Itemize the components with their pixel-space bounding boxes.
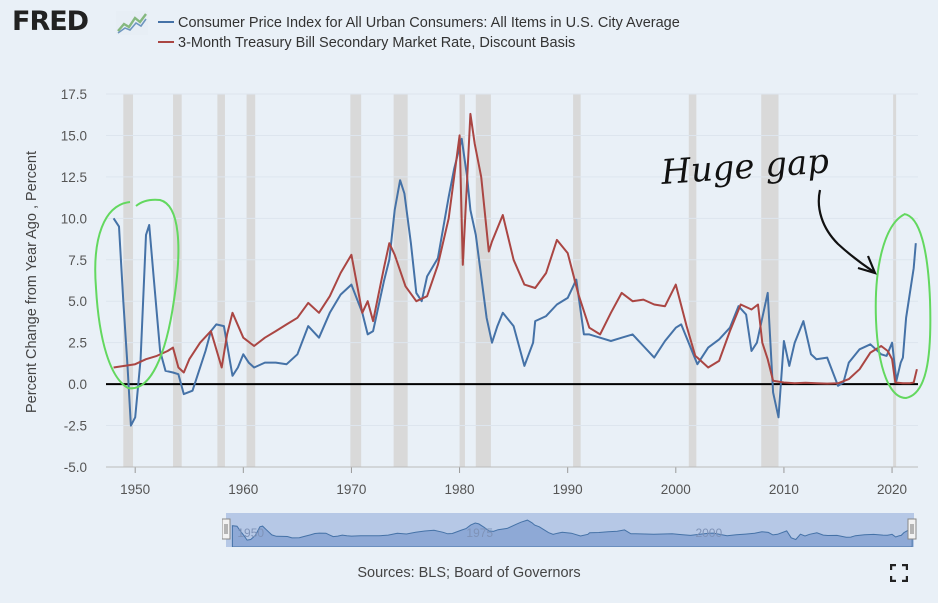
fullscreen-icon[interactable]: [890, 564, 908, 582]
legend-item-tbill[interactable]: 3-Month Treasury Bill Secondary Market R…: [158, 35, 575, 53]
x-tick-label: 2000: [661, 482, 691, 497]
y-tick-label: -5.0: [64, 460, 87, 475]
recession-band: [476, 94, 491, 467]
navigator-handle-left[interactable]: [222, 519, 230, 539]
line-chart[interactable]: -5.0 -2.5 0.0 2.5 5.0 7.5 10.0 12.5 15.0 17.5 195…: [0, 80, 938, 500]
fred-logo-graph-icon: [116, 11, 148, 35]
x-tick-label: 1960: [228, 482, 258, 497]
y-tick-label: 15.0: [61, 128, 87, 143]
x-tick-label: 1980: [445, 482, 475, 497]
navigator-label: 1950: [237, 526, 264, 540]
legend-label-cpi: Consumer Price Index for All Urban Consu…: [178, 15, 680, 31]
recession-band: [394, 94, 408, 467]
y-tick-label: 2.5: [68, 336, 87, 351]
range-navigator[interactable]: 1950 1975 2000: [222, 513, 918, 547]
y-tick-label: 7.5: [68, 253, 87, 268]
x-tick-label: 2020: [877, 482, 907, 497]
annotation-circle-right: [876, 214, 931, 398]
legend-swatch-cpi: [158, 21, 174, 23]
y-tick-label: 0.0: [68, 377, 87, 392]
fred-logo-text: FRED: [12, 6, 88, 37]
sources-note: Sources: BLS; Board of Governors: [0, 565, 938, 581]
legend-swatch-tbill: [158, 41, 174, 43]
y-tick-label: -2.5: [64, 419, 87, 434]
x-tick-label: 1970: [336, 482, 366, 497]
annotation-text: Huge gap: [659, 141, 830, 193]
recession-band: [893, 94, 896, 467]
navigator-handle-right[interactable]: [908, 519, 916, 539]
legend-label-tbill: 3-Month Treasury Bill Secondary Market R…: [178, 35, 575, 51]
x-axis-ticks: 1950 1960 1970 1980 1990 2000 2010 2020: [106, 467, 918, 497]
y-axis-label: Percent Change from Year Ago , Percent: [24, 151, 40, 413]
y-tick-label: 5.0: [68, 294, 87, 309]
recession-band: [247, 94, 256, 467]
y-axis-ticks: -5.0 -2.5 0.0 2.5 5.0 7.5 10.0 12.5 15.0 17.5: [61, 87, 87, 475]
navigator-label: 2000: [695, 526, 722, 540]
recession-band: [123, 94, 133, 467]
x-tick-label: 2010: [769, 482, 799, 497]
x-tick-label: 1990: [553, 482, 583, 497]
y-tick-label: 10.0: [61, 211, 87, 226]
annotation-circle-left: [95, 200, 178, 389]
y-tick-label: 17.5: [61, 87, 87, 102]
navigator-label: 1975: [466, 526, 493, 540]
legend-item-cpi[interactable]: Consumer Price Index for All Urban Consu…: [158, 15, 680, 33]
x-tick-label: 1950: [120, 482, 150, 497]
fred-logo[interactable]: FRED: [12, 6, 152, 40]
recession-band: [217, 94, 225, 467]
chart-frame: FRED Consumer Price Index for All Urban …: [0, 0, 938, 603]
y-tick-label: 12.5: [61, 170, 87, 185]
